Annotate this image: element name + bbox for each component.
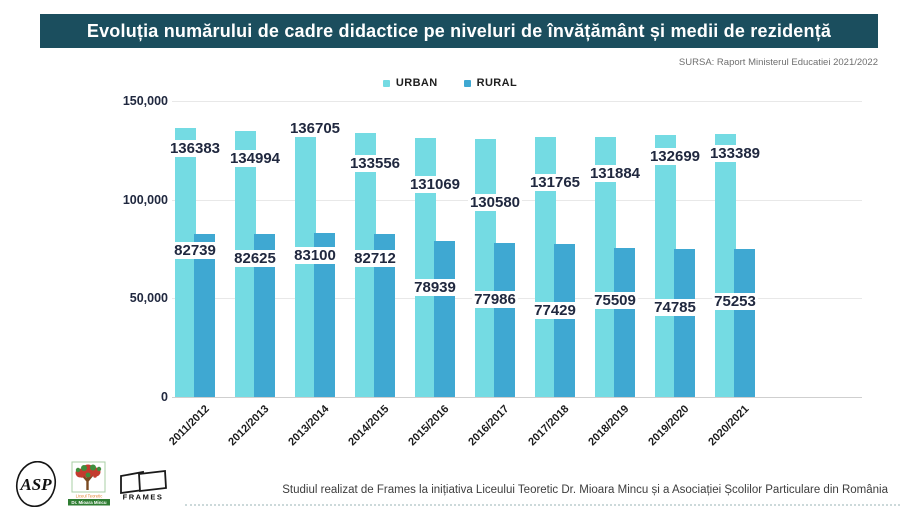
urban-value-label: 134994 xyxy=(227,149,283,167)
school-logo: Liceul Teoretic Dr. Mioara Mincu xyxy=(66,461,112,507)
credit-text: Studiul realizat de Frames la inițiativa… xyxy=(282,484,888,496)
x-axis-label: 2011/2012 xyxy=(166,403,212,448)
urban-bar xyxy=(175,127,196,397)
rural-value-label: 82625 xyxy=(232,249,278,267)
urban-swatch xyxy=(382,79,390,87)
frames-logo: FRAMES xyxy=(118,468,170,506)
urban-bar xyxy=(715,133,736,397)
school-logo-line1: Liceul Teoretic xyxy=(76,494,103,499)
urban-value-label: 133556 xyxy=(347,155,403,173)
rural-value-label: 74785 xyxy=(652,299,698,317)
rural-value-label: 83100 xyxy=(292,247,338,265)
urban-value-label: 136705 xyxy=(287,120,343,138)
rural-swatch xyxy=(463,79,471,87)
rural-bar xyxy=(494,243,515,397)
school-logo-line2: Dr. Mioara Mincu xyxy=(71,500,106,505)
rural-value-label: 82739 xyxy=(172,241,218,259)
rural-bar xyxy=(554,244,575,397)
urban-value-label: 131884 xyxy=(587,164,643,182)
rural-value-label: 75253 xyxy=(712,292,758,310)
x-axis-label: 2012/2013 xyxy=(226,403,272,449)
gridline-150,000 xyxy=(172,101,862,102)
x-axis-label: 2017/2018 xyxy=(526,403,572,449)
urban-value-label: 133389 xyxy=(707,144,763,162)
urban-value-label: 131069 xyxy=(407,176,463,194)
y-axis-label: 50,000 xyxy=(129,291,168,306)
rural-value-label: 82712 xyxy=(352,249,398,267)
urban-bar xyxy=(475,139,496,397)
frames-logo-shapes xyxy=(120,469,167,495)
legend-label-rural: RURAL xyxy=(476,77,518,89)
x-axis-label: 2020/2021 xyxy=(706,403,752,449)
x-axis-label: 2019/2020 xyxy=(646,403,692,449)
urban-value-label: 130580 xyxy=(467,194,523,212)
asp-logo-text: ASP xyxy=(19,475,52,494)
rural-bar xyxy=(254,233,275,397)
rural-bar xyxy=(374,233,395,397)
rural-bar xyxy=(314,233,335,397)
urban-bar xyxy=(535,136,556,397)
legend: URBAN RURAL xyxy=(0,77,900,89)
school-logo-banner xyxy=(68,499,110,506)
rural-bar xyxy=(674,249,695,397)
school-logo-frame xyxy=(71,461,106,493)
urban-value-label: 132699 xyxy=(647,148,703,166)
rural-bar xyxy=(434,241,455,397)
legend-item-rural: RURAL xyxy=(463,77,518,89)
urban-bar xyxy=(655,135,676,397)
legend-label-urban: URBAN xyxy=(395,77,438,89)
asp-logo: ASP xyxy=(8,460,66,507)
rural-value-label: 75509 xyxy=(592,291,638,309)
urban-bar xyxy=(415,138,436,397)
y-axis-label: 150,000 xyxy=(122,94,168,108)
bottom-divider xyxy=(185,504,900,506)
y-axis-label: 0 xyxy=(161,390,168,404)
asp-logo-oval xyxy=(15,460,57,507)
rural-bar xyxy=(614,247,635,397)
x-axis-label: 2018/2019 xyxy=(586,403,632,449)
urban-bar xyxy=(595,136,616,397)
x-axis-label: 2013/2014 xyxy=(286,403,332,449)
x-axis-label: 2016/2017 xyxy=(466,403,512,449)
gridline-0 xyxy=(172,397,862,398)
rural-value-label: 77986 xyxy=(472,291,518,309)
urban-value-label: 136383 xyxy=(167,139,223,157)
source-note: SURSA: Raport Ministerul Educatiei 2021/… xyxy=(678,57,878,68)
y-axis-label: 100,000 xyxy=(122,192,168,207)
tree-foliage xyxy=(75,464,102,478)
page-title: Evoluția numărului de cadre didactice pe… xyxy=(40,14,878,48)
urban-value-label: 131765 xyxy=(527,173,583,191)
x-axis-label: 2015/2016 xyxy=(406,403,452,449)
x-axis-label: 2014/2015 xyxy=(346,403,392,449)
rural-bar xyxy=(194,233,215,397)
frames-logo-text: FRAMES xyxy=(123,493,164,502)
rural-value-label: 77429 xyxy=(532,302,578,320)
legend-item-urban: URBAN xyxy=(382,77,438,89)
rural-value-label: 78939 xyxy=(412,279,458,297)
rural-bar xyxy=(734,248,755,397)
